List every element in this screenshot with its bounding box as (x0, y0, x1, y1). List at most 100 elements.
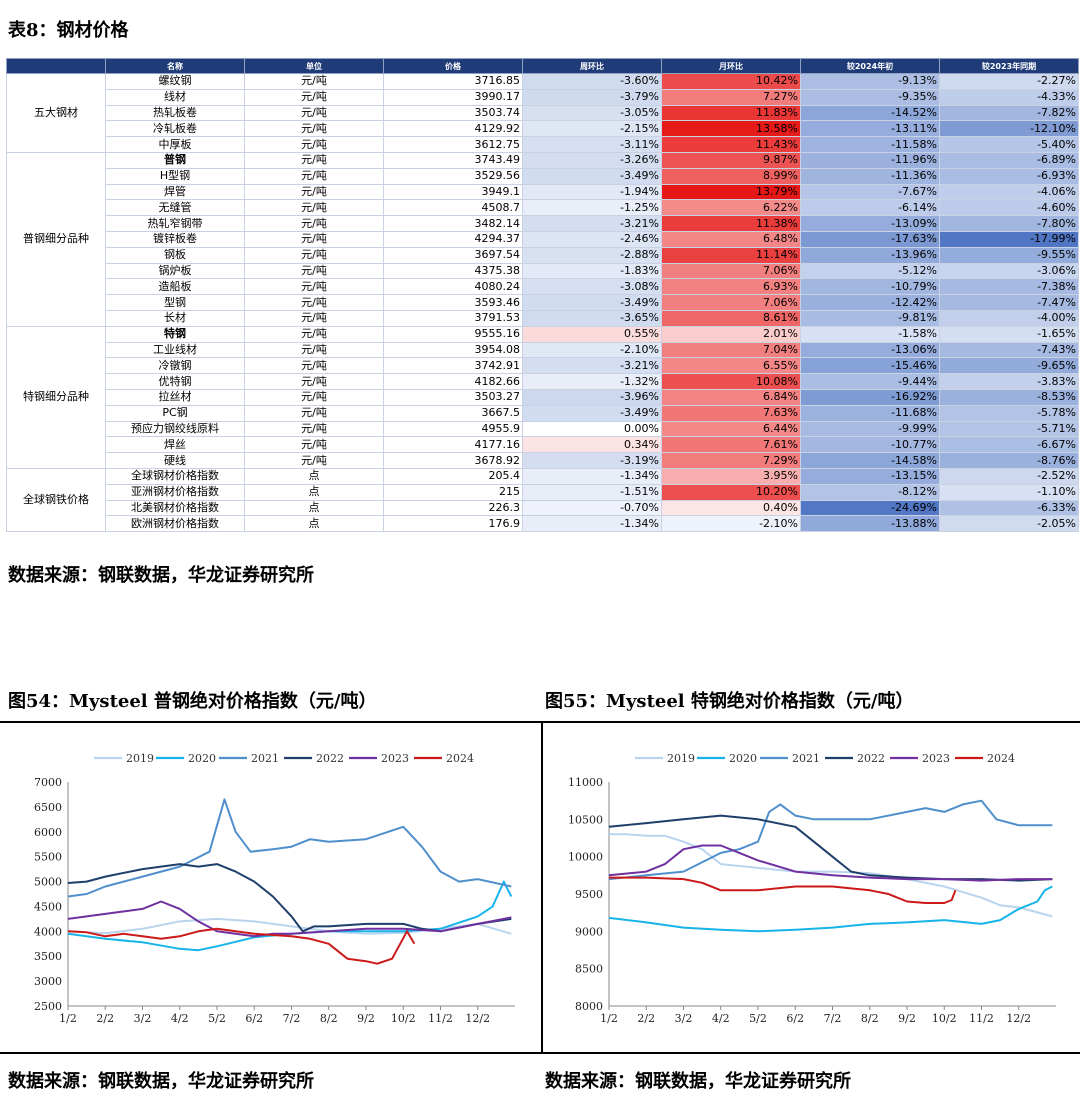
row-name: 冷镦钢 (105, 357, 245, 375)
table-row: 硬线 元/吨 3678.92 -3.19% 7.29% -14.58% -8.76% (7, 452, 1079, 469)
table-row: 无缝管 元/吨 4508.7 -1.25% 6.22% -6.14% -4.60% (7, 199, 1079, 217)
row-month-change: 6.22% (661, 199, 801, 217)
row-name: 锅炉板 (105, 262, 245, 280)
row-yoy-change: -9.55% (939, 246, 1079, 264)
row-month-change: 10.42% (661, 73, 801, 90)
row-name: 全球钢材价格指数 (105, 467, 245, 485)
row-yoy-change: -17.99% (939, 230, 1079, 248)
row-price: 3954.08 (383, 341, 523, 359)
table-header-row: 名称 单位 价格 周环比 月环比 较2024年初 较2023年同期 (6, 58, 1079, 74)
row-unit: 元/吨 (244, 341, 384, 359)
x-tick-label: 3/2 (134, 1012, 152, 1025)
table-row: 焊管 元/吨 3949.1 -1.94% 13.79% -7.67% -4.06% (7, 183, 1079, 201)
y-tick-label: 6000 (34, 826, 62, 839)
table-row: 特钢细分品种 特钢 元/吨 9555.16 0.55% 2.01% -1.58% -1.65% (6, 325, 1079, 469)
y-tick-label: 8000 (575, 1000, 603, 1013)
y-tick-label: 2500 (34, 1000, 62, 1013)
header-yoy: 较2023年同期 (939, 58, 1079, 74)
row-week-change: -3.65% (522, 309, 662, 327)
header-unit: 单位 (244, 58, 384, 74)
row-month-change: 6.44% (661, 420, 801, 438)
row-price: 3990.17 (383, 88, 523, 106)
row-yoy-change: -6.33% (939, 499, 1079, 517)
y-tick-label: 3500 (34, 950, 62, 963)
row-week-change: -3.49% (522, 294, 662, 311)
row-name: 热轧窄钢带 (105, 215, 245, 232)
row-week-change: -3.60% (522, 73, 662, 90)
row-month-change: 7.29% (661, 452, 801, 469)
y-tick-label: 5500 (34, 851, 62, 864)
chart-frame-bottom-line (0, 1052, 1080, 1054)
legend-label-2021: 2021 (251, 752, 279, 765)
y-tick-label: 10500 (568, 813, 603, 826)
row-week-change: -1.25% (522, 199, 662, 217)
row-week-change: -3.08% (522, 278, 662, 296)
row-ytd-change: -9.44% (800, 373, 940, 390)
x-tick-label: 9/2 (357, 1012, 375, 1025)
chart55-title: 图55：Mysteel 特钢绝对价格指数（元/吨） (545, 691, 914, 712)
row-name: 亚洲钢材价格指数 (105, 483, 245, 501)
row-week-change: -1.94% (522, 183, 662, 201)
table-row: 普钢细分品种 普钢 元/吨 3743.49 -3.26% 9.87% -11.96% -6.8… (6, 151, 1079, 327)
row-month-change: 6.93% (661, 278, 801, 296)
row-unit: 元/吨 (244, 73, 384, 90)
series-line-2022 (67, 863, 512, 933)
legend-label-2020: 2020 (729, 752, 757, 765)
y-tick-label: 11000 (568, 776, 603, 789)
row-name: 特钢 (105, 325, 245, 343)
y-tick-label: 6500 (34, 801, 62, 814)
legend-label-2022: 2022 (857, 752, 885, 765)
row-unit: 元/吨 (244, 420, 384, 438)
row-price: 205.4 (383, 467, 523, 485)
table-row: 拉丝材 元/吨 3503.27 -3.96% 6.84% -16.92% -8.53% (7, 388, 1079, 406)
x-tick-label: 4/2 (712, 1012, 730, 1025)
x-tick-label: 11/2 (428, 1012, 453, 1025)
row-week-change: -3.21% (522, 357, 662, 375)
table-row: 热轧窄钢带 元/吨 3482.14 -3.21% 11.38% -13.09% -7.80% (7, 215, 1079, 232)
row-week-change: -3.49% (522, 404, 662, 422)
legend-label-2023: 2023 (381, 752, 409, 765)
row-ytd-change: -12.42% (800, 294, 940, 311)
row-name: 镀锌板卷 (105, 230, 245, 248)
row-unit: 元/吨 (244, 357, 384, 375)
row-price: 3949.1 (383, 183, 523, 201)
row-name: 硬线 (105, 452, 245, 469)
row-price: 4294.37 (383, 230, 523, 248)
legend-label-2022: 2022 (316, 752, 344, 765)
series-line-2020 (67, 880, 513, 952)
row-unit: 元/吨 (244, 104, 384, 122)
x-tick-label: 2/2 (637, 1012, 655, 1025)
y-tick-label: 7000 (34, 776, 62, 789)
series-line-2020 (608, 885, 1053, 933)
x-tick-label: 8/2 (320, 1012, 338, 1025)
table-row: 钢板 元/吨 3697.54 -2.88% 11.14% -13.96% -9.55% (7, 246, 1079, 264)
row-yoy-change: -2.52% (939, 467, 1079, 485)
row-price: 4955.9 (383, 420, 523, 438)
row-unit: 元/吨 (244, 325, 384, 343)
row-month-change: -2.10% (661, 515, 801, 533)
header-week: 周环比 (522, 58, 662, 74)
row-name: 普钢 (105, 151, 245, 169)
row-month-change: 13.79% (661, 183, 801, 201)
row-month-change: 8.61% (661, 309, 801, 327)
row-month-change: 10.08% (661, 373, 801, 390)
header-month: 月环比 (661, 58, 801, 74)
row-month-change: 3.95% (661, 467, 801, 485)
row-ytd-change: -24.69% (800, 499, 940, 517)
row-price: 3678.92 (383, 452, 523, 469)
row-unit: 点 (244, 467, 384, 485)
row-ytd-change: -11.68% (800, 404, 940, 422)
row-name: 长材 (105, 309, 245, 327)
row-name: 冷轧板卷 (105, 120, 245, 138)
x-tick-label: 11/2 (969, 1012, 994, 1025)
row-name: 拉丝材 (105, 388, 245, 406)
row-week-change: -1.51% (522, 483, 662, 501)
row-month-change: 9.87% (661, 151, 801, 169)
row-yoy-change: -5.78% (939, 404, 1079, 422)
x-tick-label: 10/2 (391, 1012, 416, 1025)
y-tick-label: 4500 (34, 900, 62, 913)
table-row: 锅炉板 元/吨 4375.38 -1.83% 7.06% -5.12% -3.06% (7, 262, 1079, 280)
row-ytd-change: -7.67% (800, 183, 940, 201)
row-ytd-change: -6.14% (800, 199, 940, 217)
row-name: 热轧板卷 (105, 104, 245, 122)
